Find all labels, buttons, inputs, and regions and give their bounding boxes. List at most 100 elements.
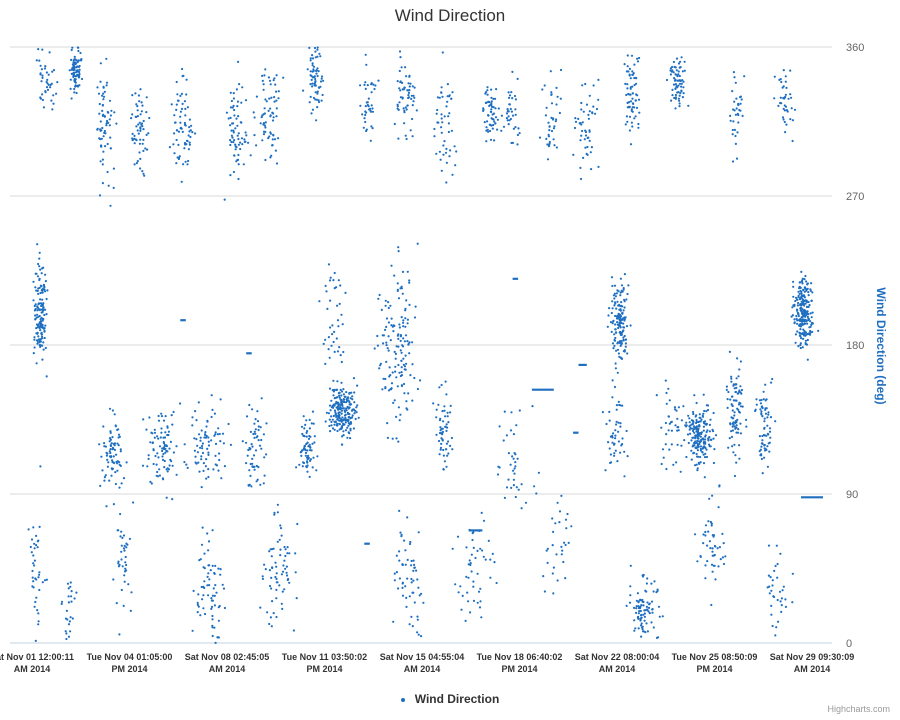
data-point: [347, 424, 350, 427]
data-point: [214, 564, 217, 568]
data-point: [45, 375, 48, 378]
data-point: [396, 282, 399, 285]
data-point: [531, 405, 534, 408]
data-point: [319, 85, 322, 88]
data-point: [438, 419, 442, 422]
data-point: [808, 303, 811, 307]
data-point: [409, 82, 412, 85]
credits-link[interactable]: Highcharts.com: [827, 704, 890, 714]
data-point: [441, 51, 444, 54]
data-point: [390, 264, 393, 267]
data-point: [409, 540, 412, 544]
legend-item-wind-direction[interactable]: Wind Direction: [0, 692, 900, 706]
data-point: [401, 81, 404, 84]
data-point: [175, 80, 178, 84]
data-point: [709, 520, 713, 524]
data-point: [161, 458, 165, 461]
data-point: [491, 552, 494, 556]
data-point: [168, 146, 171, 149]
data-point: [336, 424, 339, 427]
data-point: [347, 422, 350, 425]
data-point: [173, 114, 176, 117]
data-point: [336, 418, 339, 421]
data-point: [36, 609, 39, 612]
data-point: [112, 167, 115, 170]
data-point: [449, 444, 452, 447]
data-point: [260, 397, 263, 400]
data-point: [793, 304, 796, 308]
data-point: [245, 441, 248, 444]
x-tick-label: Tue Nov 18 06:40:02 PM 2014: [477, 652, 563, 674]
data-point: [44, 290, 47, 293]
data-point: [301, 465, 304, 468]
data-point: [328, 356, 331, 359]
data-point: [340, 420, 343, 423]
data-point: [411, 104, 414, 107]
data-point: [731, 422, 734, 425]
data-point: [670, 99, 673, 102]
data-point: [264, 68, 267, 71]
data-point: [78, 73, 81, 76]
data-point: [690, 419, 694, 422]
data-point: [397, 250, 400, 253]
data-point: [616, 460, 619, 463]
data-point: [765, 398, 768, 401]
data-point: [271, 600, 274, 603]
data-point: [706, 408, 710, 412]
data-point: [396, 334, 399, 337]
data-point: [797, 314, 800, 318]
data-point: [260, 438, 263, 442]
data-point: [269, 156, 272, 159]
data-point: [574, 120, 578, 123]
data-point: [256, 435, 259, 438]
data-point: [320, 99, 323, 102]
data-point: [739, 405, 743, 408]
data-point: [210, 394, 213, 397]
data-point: [271, 138, 274, 141]
data-point: [507, 115, 510, 118]
data-point: [311, 64, 314, 67]
data-point: [712, 564, 715, 567]
data-point: [200, 444, 204, 448]
data-point: [680, 56, 683, 59]
data-point: [737, 428, 740, 431]
data-point: [34, 318, 37, 321]
data-point: [784, 80, 787, 83]
data-point: [718, 546, 722, 549]
data-point: [108, 450, 111, 453]
data-point: [248, 403, 251, 407]
data-point: [677, 62, 681, 65]
data-point: [410, 577, 413, 581]
data-point: [626, 83, 629, 86]
data-point: [443, 405, 446, 408]
data-point: [206, 532, 209, 535]
data-point: [679, 60, 682, 63]
data-point: [106, 170, 109, 174]
data-point: [675, 85, 678, 88]
data-point: [335, 388, 339, 391]
data-point: [733, 387, 736, 390]
data-point: [413, 376, 416, 380]
data-point: [207, 564, 210, 567]
data-point: [642, 630, 645, 633]
data-point: [467, 563, 470, 566]
data-point: [76, 74, 79, 77]
data-point: [399, 96, 402, 99]
data-point: [305, 431, 308, 434]
data-point: [643, 615, 647, 618]
data-point: [307, 437, 311, 440]
data-point: [311, 108, 314, 111]
data-point: [254, 418, 257, 421]
data-point: [511, 469, 515, 472]
data-point: [294, 571, 297, 574]
data-point: [267, 109, 270, 112]
data-point: [218, 452, 221, 455]
data-point: [41, 325, 44, 328]
data-point: [707, 530, 710, 533]
data-point: [268, 584, 272, 588]
data-point: [387, 335, 390, 338]
data-point: [625, 325, 629, 328]
data-point: [78, 68, 81, 71]
data-point: [122, 604, 125, 608]
data-point: [244, 99, 248, 102]
